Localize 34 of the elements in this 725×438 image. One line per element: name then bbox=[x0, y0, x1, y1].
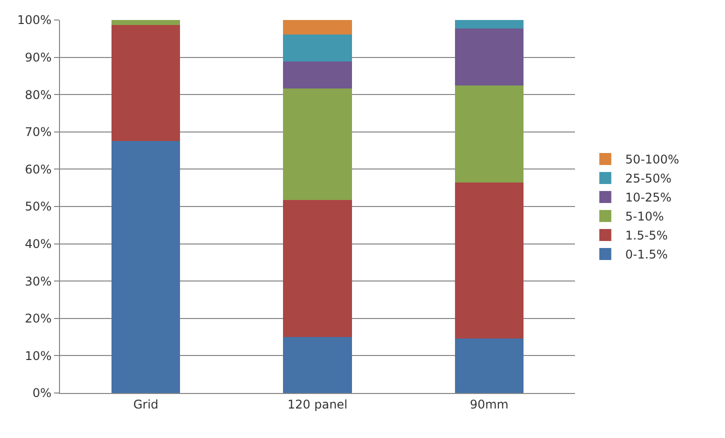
bar bbox=[283, 88, 352, 200]
bar bbox=[454, 28, 524, 86]
bar bbox=[112, 25, 180, 142]
bar bbox=[283, 337, 352, 393]
legend-label: 25-50% bbox=[625, 172, 672, 186]
bar bbox=[454, 338, 524, 393]
y-tick-label: 80% bbox=[24, 88, 52, 102]
y-tick-label: 50% bbox=[24, 200, 52, 214]
bar bbox=[454, 20, 524, 29]
y-tick-label: 60% bbox=[24, 162, 52, 176]
y-tick-label: 70% bbox=[24, 125, 52, 140]
x-tick-label: 90mm bbox=[470, 397, 508, 412]
y-tick-label: 0% bbox=[32, 386, 52, 400]
x-tick-label: Grid bbox=[133, 397, 158, 412]
legend-label: 1.5-5% bbox=[625, 228, 668, 243]
bar bbox=[454, 182, 524, 339]
bar bbox=[283, 200, 352, 338]
bar bbox=[112, 141, 180, 393]
x-tick-label: 120 panel bbox=[287, 397, 348, 412]
legend-label: 0-1.5% bbox=[625, 248, 668, 262]
y-tick-label: 40% bbox=[24, 237, 52, 251]
bar bbox=[283, 20, 352, 35]
y-tick-label: 30% bbox=[24, 274, 52, 288]
legend-label: 5-10% bbox=[625, 210, 664, 224]
bar bbox=[454, 85, 524, 182]
legend-label: 50-100% bbox=[625, 152, 680, 167]
legend-label: 10-25% bbox=[625, 190, 672, 205]
y-tick-label: 20% bbox=[24, 312, 52, 326]
y-tick-label: 90% bbox=[24, 50, 52, 64]
bar bbox=[283, 61, 352, 89]
bar bbox=[283, 34, 352, 62]
bar bbox=[112, 20, 180, 26]
y-tick-label: 100% bbox=[17, 13, 52, 28]
y-tick-label: 10% bbox=[24, 348, 52, 363]
